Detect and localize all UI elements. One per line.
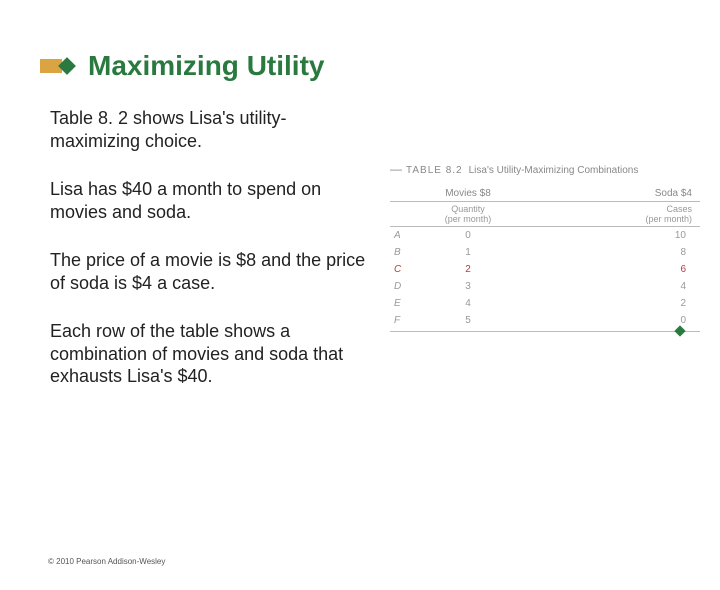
table-row: A010 [390, 227, 700, 244]
table-title: Lisa's Utility-Maximizing Combinations [469, 165, 639, 176]
table-row: D34 [390, 278, 700, 295]
table-row: E42 [390, 295, 700, 312]
paragraph: Lisa has $40 a month to spend on movies … [50, 178, 370, 223]
row-movies: 1 [418, 247, 518, 258]
col-header-movies: Movies $8 [418, 188, 518, 199]
row-label: D [390, 281, 418, 292]
sub-header-quantity-unit: (per month) [418, 214, 518, 224]
table-sub-headers: Quantity (per month) Cases (per month) [390, 202, 700, 227]
row-soda: 8 [518, 247, 700, 258]
table-row: F50 [390, 312, 700, 329]
header-bullet-icon [40, 57, 78, 75]
row-movies: 3 [418, 281, 518, 292]
row-soda: 6 [518, 264, 700, 275]
row-label: E [390, 298, 418, 309]
slide-header: Maximizing Utility [40, 50, 720, 82]
table-caption: — TABLE 8.2 Lisa's Utility-Maximizing Co… [390, 162, 700, 176]
sub-header-cases: Cases (per month) [518, 204, 700, 224]
row-movies: 4 [418, 298, 518, 309]
table-row: C26 [390, 261, 700, 278]
dash-icon: — [390, 162, 402, 176]
row-label: F [390, 315, 418, 326]
row-soda: 4 [518, 281, 700, 292]
table-number: TABLE 8.2 [406, 165, 463, 176]
table-body: A010B18C26D34E42F50 [390, 227, 700, 332]
row-soda: 0 [518, 315, 700, 326]
sub-header-cases-label: Cases [518, 204, 692, 214]
row-soda: 2 [518, 298, 700, 309]
row-label: A [390, 230, 418, 241]
sub-header-quantity: Quantity (per month) [418, 204, 518, 224]
paragraph: The price of a movie is $8 and the price… [50, 249, 370, 294]
col-header-soda: Soda $4 [518, 188, 700, 199]
row-label: C [390, 264, 418, 275]
paragraph: Table 8. 2 shows Lisa's utility-maximizi… [50, 107, 370, 152]
table-column-headers: Movies $8 Soda $4 [390, 188, 700, 202]
table-column: — TABLE 8.2 Lisa's Utility-Maximizing Co… [380, 107, 700, 414]
row-label: B [390, 247, 418, 258]
sub-header-quantity-label: Quantity [418, 204, 518, 214]
row-movies: 2 [418, 264, 518, 275]
row-soda: 10 [518, 230, 700, 241]
slide-content: Table 8. 2 shows Lisa's utility-maximizi… [0, 107, 720, 414]
row-movies: 0 [418, 230, 518, 241]
paragraph: Each row of the table shows a combinatio… [50, 320, 370, 388]
copyright-text: © 2010 Pearson Addison-Wesley [48, 557, 165, 566]
text-column: Table 8. 2 shows Lisa's utility-maximizi… [50, 107, 380, 414]
table-row: B18 [390, 244, 700, 261]
slide-title: Maximizing Utility [88, 50, 324, 82]
row-movies: 5 [418, 315, 518, 326]
sub-header-cases-unit: (per month) [518, 214, 692, 224]
